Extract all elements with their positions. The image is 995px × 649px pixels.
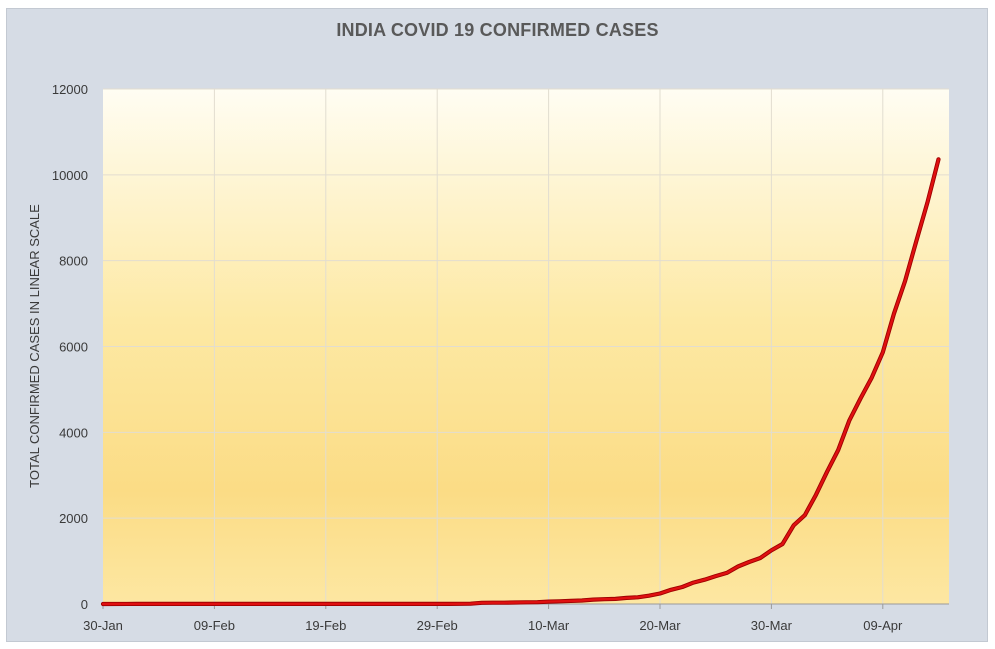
y-tick-label: 8000 xyxy=(59,254,88,269)
y-tick-label: 12000 xyxy=(52,82,88,97)
x-tick-label: 20-Mar xyxy=(639,618,681,633)
x-tick-label: 29-Feb xyxy=(417,618,458,633)
x-tick-label: 09-Feb xyxy=(194,618,235,633)
grid-layer xyxy=(103,88,949,604)
y-tick-label: 10000 xyxy=(52,168,88,183)
y-axis-title: TOTAL CONFIRMED CASES IN LINEAR SCALE xyxy=(27,204,42,488)
y-tick-label: 2000 xyxy=(59,511,88,526)
chart-title: INDIA COVID 19 CONFIRMED CASES xyxy=(336,20,659,40)
y-tick-label: 4000 xyxy=(59,425,88,440)
y-tick-label: 6000 xyxy=(59,340,88,355)
x-tick-label: 30-Jan xyxy=(83,618,123,633)
x-tick-label: 30-Mar xyxy=(751,618,793,633)
series-layer xyxy=(100,157,941,607)
x-tick-label: 19-Feb xyxy=(305,618,346,633)
axis-layer: 0 2000 4000 6000 8000 10000 12000 30-Jan 09-Feb 1… xyxy=(52,82,949,633)
x-tick-label: 09-Apr xyxy=(863,618,903,633)
x-tick-label: 10-Mar xyxy=(528,618,570,633)
series-line xyxy=(101,158,940,606)
y-tick-label: 0 xyxy=(81,597,88,612)
